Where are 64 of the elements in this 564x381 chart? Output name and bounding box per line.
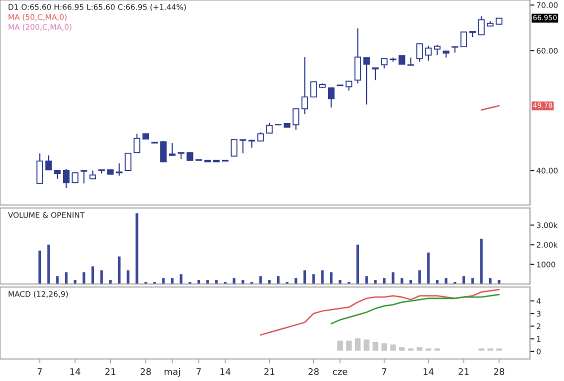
bar — [427, 252, 430, 284]
candlestick — [425, 45, 432, 62]
x-tick-label: 28 — [494, 368, 504, 376]
bar — [312, 274, 315, 284]
bar — [392, 272, 394, 284]
bar — [47, 244, 50, 284]
candlestick — [116, 162, 123, 176]
candlestick — [240, 139, 246, 154]
candlestick — [160, 140, 167, 162]
bar — [356, 244, 360, 284]
candlestick — [407, 57, 414, 66]
x-tick-label: 7 — [382, 368, 386, 375]
candlestick — [363, 57, 370, 106]
candlestick — [328, 86, 335, 108]
candlestick — [346, 80, 352, 92]
bar — [276, 276, 280, 284]
candlestick — [292, 108, 300, 130]
bar — [480, 238, 483, 284]
candlestick — [36, 152, 44, 184]
bar — [136, 213, 138, 284]
candlestick — [80, 170, 88, 184]
candlestick — [124, 152, 132, 172]
bar — [365, 276, 368, 284]
bar — [91, 266, 94, 284]
candlestick — [72, 172, 78, 184]
candlestick — [434, 44, 441, 56]
x-tick-label: 21 — [264, 368, 274, 375]
x-tick-label: 7 — [38, 368, 42, 375]
candlestick — [310, 81, 317, 98]
bar — [180, 274, 182, 284]
bar — [462, 276, 466, 284]
candlestick — [354, 28, 362, 84]
x-tick-label: 14 — [220, 368, 230, 375]
x-tick-label: 21 — [105, 368, 116, 375]
candlestick — [248, 139, 256, 148]
bar — [82, 272, 86, 284]
line-series — [330, 294, 500, 324]
bar — [64, 272, 68, 284]
x-tick-label: 14 — [424, 368, 434, 375]
bar — [38, 250, 42, 284]
candlestick — [134, 133, 140, 154]
candlestick — [168, 142, 176, 156]
bar — [259, 276, 262, 284]
bar — [330, 272, 333, 284]
x-tick-label: 21 — [458, 368, 469, 375]
bar — [118, 256, 121, 284]
candlestick — [301, 56, 308, 115]
candlestick — [230, 139, 238, 157]
candlestick — [372, 67, 379, 81]
candlestick — [266, 122, 273, 134]
line-series — [260, 288, 500, 336]
candlestick — [478, 16, 485, 36]
candlestick — [380, 58, 388, 69]
x-tick-label: 28 — [140, 368, 151, 376]
x-tick-label: maj — [164, 368, 180, 377]
candlestick — [45, 154, 52, 170]
candlestick — [460, 32, 468, 48]
x-tick-label: cze — [332, 370, 348, 376]
x-tick-label: 7 — [196, 368, 201, 375]
candlestick — [62, 168, 70, 189]
bar — [56, 276, 59, 284]
candlestick — [416, 43, 423, 62]
x-tick-label: 14 — [70, 368, 80, 375]
x-tick-label: 28 — [308, 368, 319, 376]
